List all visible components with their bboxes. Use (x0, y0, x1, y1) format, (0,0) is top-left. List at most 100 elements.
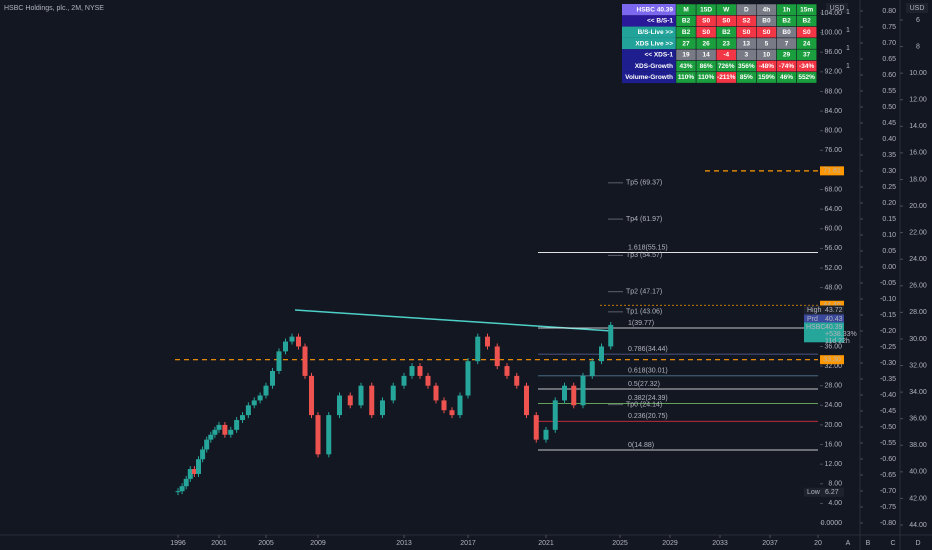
candle (326, 415, 332, 455)
marker-box (820, 355, 844, 365)
y2-tick-label: -0.25 (880, 344, 896, 351)
candle (175, 491, 181, 493)
y2-tick-label: -0.55 (880, 440, 896, 447)
table-cell-text: 5 (765, 40, 769, 47)
y2-tick-label: 0.60 (882, 72, 896, 79)
candle (358, 385, 364, 406)
candle (401, 375, 407, 386)
y-tick-label: 56.00 (824, 245, 842, 252)
price-tag (804, 322, 844, 343)
y-tick-label: 4.00 (828, 500, 842, 507)
candle (380, 400, 385, 416)
y-tick-label: 12.00 (824, 461, 842, 468)
table-cell-text: 85% (740, 74, 753, 81)
currency-box (826, 3, 848, 13)
table-cell-text: 15m (800, 6, 813, 13)
low-value: 6.27 (825, 489, 839, 496)
table-cell-text: 356% (738, 63, 755, 70)
fib-label: 0.5(27.32) (628, 381, 660, 388)
y-tick-label: 28.00 (824, 383, 842, 390)
table-cell-text: W (723, 6, 730, 13)
candle (309, 375, 314, 416)
fib-label: 0.786(34.44) (628, 346, 668, 353)
y2-tick-label: -0.40 (880, 392, 896, 399)
candle (228, 429, 234, 435)
target-label: Tp2 (47.17) (626, 289, 662, 296)
y3-tick-label: 36.00 (909, 416, 927, 423)
y3-tick-label: 42.00 (909, 495, 927, 502)
y-tick-label: 0.0000 (821, 520, 843, 527)
candle (212, 429, 218, 435)
y3-tick-label: 8 (916, 43, 920, 50)
y2-tick-label: 0.15 (882, 216, 896, 223)
fib-label: 0.382(24.39) (628, 395, 668, 402)
last-value: 40.39 (825, 324, 843, 331)
table-label: XDS Live >> (635, 40, 673, 47)
y3-tick-label: 26.00 (909, 283, 927, 290)
y2-tick-label: -0.05 (880, 280, 896, 287)
marker-box (820, 166, 844, 176)
y-tick-label: 88.00 (824, 88, 842, 95)
prd-value: 40.43 (825, 316, 843, 323)
table-cell-text: D (744, 6, 749, 13)
x-tick-label: 2029 (662, 540, 678, 547)
table-cell-text: 3 (745, 52, 749, 59)
y2-tick-label: -0.80 (880, 520, 896, 527)
candle (257, 395, 263, 401)
table-cell-text: 46% (780, 74, 793, 81)
candle (417, 366, 423, 376)
y2-tick-label: -0.10 (880, 296, 896, 303)
candle (552, 400, 558, 430)
table-cell-text: 15D (700, 6, 712, 13)
table-cell-text: -74% (779, 63, 794, 70)
table-cell-text: 24 (803, 40, 811, 47)
candle (599, 346, 604, 362)
table-cell-text: S2 (742, 18, 750, 25)
y-tick-label: 92.00 (824, 69, 842, 76)
candle (204, 439, 210, 450)
y2-tick-label: -0.30 (880, 360, 896, 367)
y2-tick-label: 0.65 (882, 56, 896, 63)
target-label: Tp4 (61.97) (626, 216, 662, 223)
candle (543, 429, 549, 440)
x-tick-label: 2009 (310, 540, 326, 547)
table-cell-text: S0 (722, 18, 730, 25)
table-cell-text: S0 (762, 29, 770, 36)
high-label: High (807, 307, 822, 314)
table-cell-text: 13 (743, 40, 751, 47)
table-label: Volume-Growth (625, 74, 673, 81)
y3-tick-label: 20.00 (909, 203, 927, 210)
low-label: Low (807, 489, 821, 496)
candle (369, 385, 375, 416)
indicator-label: 1 (846, 63, 850, 70)
table-cell-text: S0 (702, 29, 710, 36)
y2-tick-label: -0.75 (880, 504, 896, 511)
marker-label: 71.81 (823, 168, 841, 175)
price-tag (804, 305, 844, 315)
x-tick-label: 2005 (258, 540, 274, 547)
table-cell-text: 37 (803, 52, 811, 59)
y2-tick-label: 0.05 (882, 248, 896, 255)
table-label-cell (622, 26, 676, 38)
y-tick-label: 96.00 (824, 49, 842, 56)
chart-title: HSBC Holdings, plc., 2M, NYSE (4, 5, 104, 12)
currency: USD (830, 5, 845, 12)
candle (504, 366, 510, 376)
y3-tick-label: 44.00 (909, 522, 927, 529)
y-tick-label: 64.00 (824, 206, 842, 213)
x-tick-label: 2021 (538, 540, 554, 547)
indicator-label: 1 (846, 45, 850, 52)
candle (208, 434, 214, 440)
table-cell-text: 4h (763, 6, 771, 13)
fib-label: 0.236(20.75) (628, 413, 668, 420)
last-change: +538.33% (825, 331, 857, 338)
x-tick-label: 2033 (712, 540, 728, 547)
table-cell-text: S0 (742, 29, 750, 36)
x-tick-label: 2017 (460, 540, 476, 547)
target-label: Tp1 (43.06) (626, 309, 662, 316)
y2-tick-label: 0.25 (882, 184, 896, 191)
y3-tick-label: 40.00 (909, 469, 927, 476)
candle (216, 424, 222, 430)
table-label: XDS-Growth (635, 63, 673, 70)
